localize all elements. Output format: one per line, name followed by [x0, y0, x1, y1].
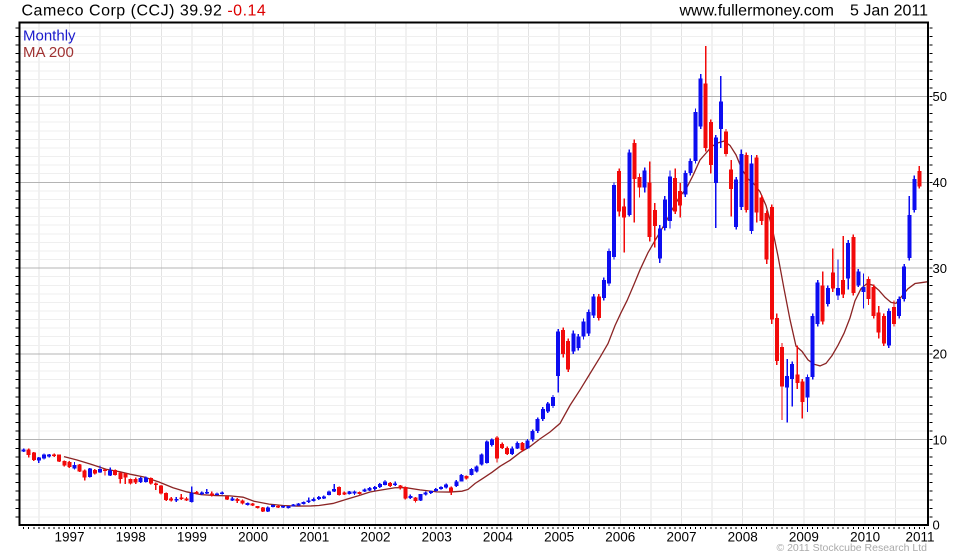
- svg-text:www.fullermoney.com: www.fullermoney.com: [679, 3, 834, 20]
- svg-text:30: 30: [933, 261, 947, 276]
- svg-text:© 2011 Stockcube Research Ltd: © 2011 Stockcube Research Ltd: [776, 542, 927, 554]
- svg-text:2007: 2007: [666, 530, 696, 545]
- svg-text:MA 200: MA 200: [23, 44, 74, 61]
- svg-text:2006: 2006: [605, 530, 635, 545]
- svg-text:2003: 2003: [422, 530, 452, 545]
- svg-text:2011: 2011: [905, 530, 934, 545]
- svg-text:20: 20: [933, 347, 947, 362]
- svg-text:1997: 1997: [54, 530, 84, 545]
- svg-text:5 Jan 2011: 5 Jan 2011: [850, 3, 928, 20]
- svg-text:2008: 2008: [728, 530, 758, 545]
- svg-text:2001: 2001: [299, 530, 329, 545]
- svg-text:Cameco Corp (CCJ) 39.92 -0.14: Cameco Corp (CCJ) 39.92 -0.14: [22, 3, 267, 20]
- svg-text:40: 40: [933, 175, 947, 190]
- svg-text:2005: 2005: [544, 530, 574, 545]
- svg-text:10: 10: [933, 432, 947, 447]
- svg-text:1998: 1998: [116, 530, 146, 545]
- svg-text:2002: 2002: [360, 530, 390, 545]
- svg-text:50: 50: [933, 89, 947, 104]
- svg-text:2000: 2000: [238, 530, 268, 545]
- svg-text:2004: 2004: [483, 530, 514, 545]
- svg-text:2009: 2009: [789, 530, 819, 545]
- svg-text:1999: 1999: [177, 530, 207, 545]
- svg-text:2010: 2010: [850, 530, 880, 545]
- svg-text:0: 0: [933, 518, 940, 533]
- svg-text:Monthly: Monthly: [23, 28, 76, 45]
